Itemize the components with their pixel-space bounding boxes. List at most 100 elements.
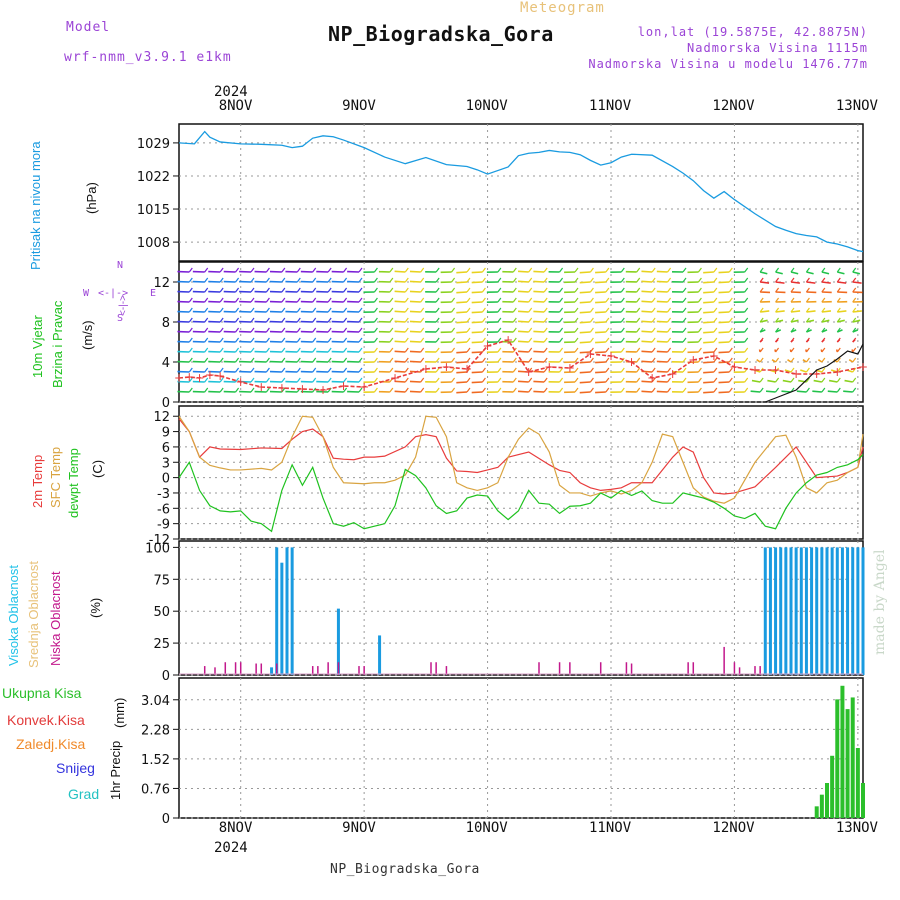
dewpt-line [178,454,864,533]
wind-barb-tick [667,317,672,323]
wind-barb [771,358,777,363]
wind-barb [533,330,545,333]
precip-legend-item: Snijeg [56,760,95,776]
wind-barb [656,270,668,273]
wind-barb-tick [651,287,656,293]
wind-barb-tick [836,357,841,363]
wind-barb [641,380,653,383]
wind-barb-tick [235,327,240,333]
wind-barb [656,280,668,283]
wind-speed-marker: + [524,365,534,379]
wind-barb [595,391,606,394]
wind-speed-marker: + [359,380,369,394]
wind-barb [595,381,606,384]
wind-barb-tick [265,387,270,393]
wind-barb-tick [373,277,378,283]
cloud-low-bar [430,662,432,675]
wind-barb-tick [219,387,224,393]
cloud-high-bar [856,547,860,675]
wind-barb [533,290,545,293]
wind-barb-tick [574,277,579,283]
wind-barb-tick [420,327,425,333]
wind-barb [641,330,653,333]
wind-barb-tick [713,327,718,333]
wind-barb-tick [451,267,456,273]
wind-barb [852,271,861,275]
wind-barb-tick [821,347,826,353]
wind-barb-tick [420,287,425,293]
wind-barb-tick [790,317,795,323]
wind-barb [641,270,653,273]
wind-barb-tick [451,347,456,353]
wind-barb [806,271,814,275]
wind-speed-marker: + [236,375,246,389]
wind-barb-tick [512,277,517,283]
panel-frame [178,405,864,540]
wind-barb [579,361,591,364]
wind-barb-tick [373,287,378,293]
wind-barb-tick [481,377,486,383]
wind-barb-tick [327,307,332,313]
wind-barb-tick [605,357,610,363]
wind-barb-tick [620,297,625,303]
wind-barb-tick [620,377,625,383]
y-tick-label: 0 [162,396,170,411]
wind-barb-tick [466,267,471,273]
wind-barb-tick [327,337,332,343]
wind-barb [409,360,421,363]
wind-barb-tick [559,277,564,283]
wind-barb-tick [204,277,209,283]
cloud-low-bar [255,663,257,675]
wind-barb [827,390,838,393]
wind-barb [641,300,653,303]
wind-barb-tick [512,267,517,273]
wind-barb-tick [481,327,486,333]
wind-barb-tick [343,297,348,303]
wind-barb-tick [744,377,749,383]
wind-barb-tick [744,327,749,333]
wind-barb-tick [404,377,409,383]
wind-barb [703,281,714,284]
wind-barb [703,331,714,334]
wind-barb-tick [728,287,733,293]
wind-barb [765,390,776,393]
wind-barb-tick [759,357,764,363]
wind-barb-tick [852,307,857,313]
wind-barb-tick [574,317,579,323]
model-altitude-label: Nadmorska Visina u modelu 1476.77m [588,57,868,71]
wind-barb-tick [250,327,255,333]
wind-barb-tick [497,357,502,363]
wind-barb-tick [651,337,656,343]
wind-barb [595,361,606,364]
cloud-low-bar [630,663,633,675]
y-tick-label: 0.76 [141,782,170,797]
wind-barb-tick [420,347,425,353]
wind-barb-tick [852,317,857,323]
y-tick-label: 75 [153,573,170,588]
wind-barb [641,340,653,343]
wind-barb-tick [404,347,409,353]
wind-barb-tick [235,377,240,383]
wind-barb-tick [451,297,456,303]
wind-barb-tick [728,307,733,313]
wind-barb [759,319,768,323]
wind-speed-marker: + [647,371,657,385]
wind-barb-tick [219,357,224,363]
wind-barb-tick [759,277,764,283]
wind-barb [718,391,730,394]
wind-barb-tick [697,347,702,353]
wind-barb-tick [466,387,471,393]
wind-barb-tick [327,367,332,373]
wind-barb [409,290,421,293]
wind-barb-tick [852,387,857,393]
cloud-low-bar [738,667,741,675]
wind-barb-tick [852,357,857,363]
cloud-high-bar [815,547,819,675]
wind-barb [456,271,468,274]
wind-barb-tick [265,367,270,373]
wind-barb-tick [451,357,456,363]
wind-barb-tick [358,367,363,373]
y-tick-label: 2.28 [141,723,170,738]
wind-barb-tick [697,327,702,333]
wind-barb [533,370,545,373]
